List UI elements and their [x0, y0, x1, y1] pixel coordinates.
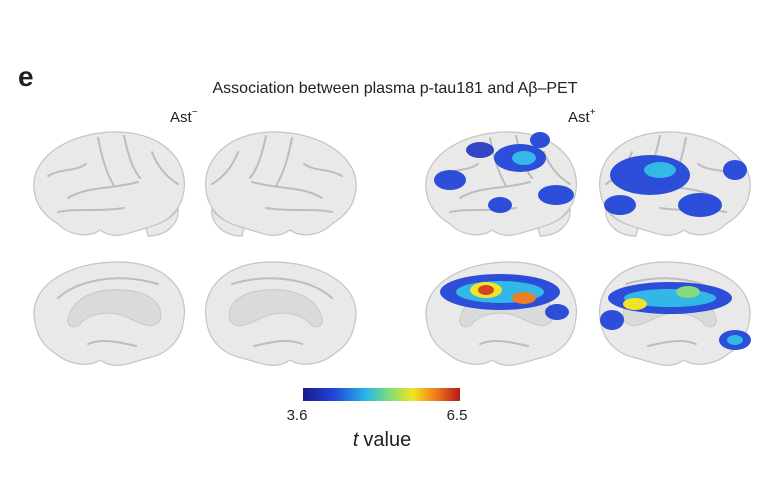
group-label: Ast+ [568, 107, 596, 126]
group-label: Ast− [170, 107, 198, 126]
group-sign: + [590, 107, 596, 118]
group-name: Ast [568, 109, 591, 126]
brain-lateral-right [204, 131, 358, 237]
group-name: Ast [170, 109, 193, 126]
group-sign: − [192, 107, 198, 118]
colorbar-min: 3.6 [287, 407, 308, 424]
brain-medial-right [204, 261, 358, 367]
colorbar-max: 6.5 [447, 407, 468, 424]
colorbar-label: t value [353, 429, 411, 451]
colorbar [303, 388, 460, 401]
figure-title: Association between plasma p-tau181 and … [213, 80, 578, 97]
brain-medial-left [32, 261, 186, 367]
label-variable: t [353, 429, 360, 451]
activation-blobs [434, 132, 751, 350]
label-text: value [363, 429, 411, 451]
brain-lateral-left [32, 131, 186, 237]
panel-letter: e [18, 61, 34, 92]
